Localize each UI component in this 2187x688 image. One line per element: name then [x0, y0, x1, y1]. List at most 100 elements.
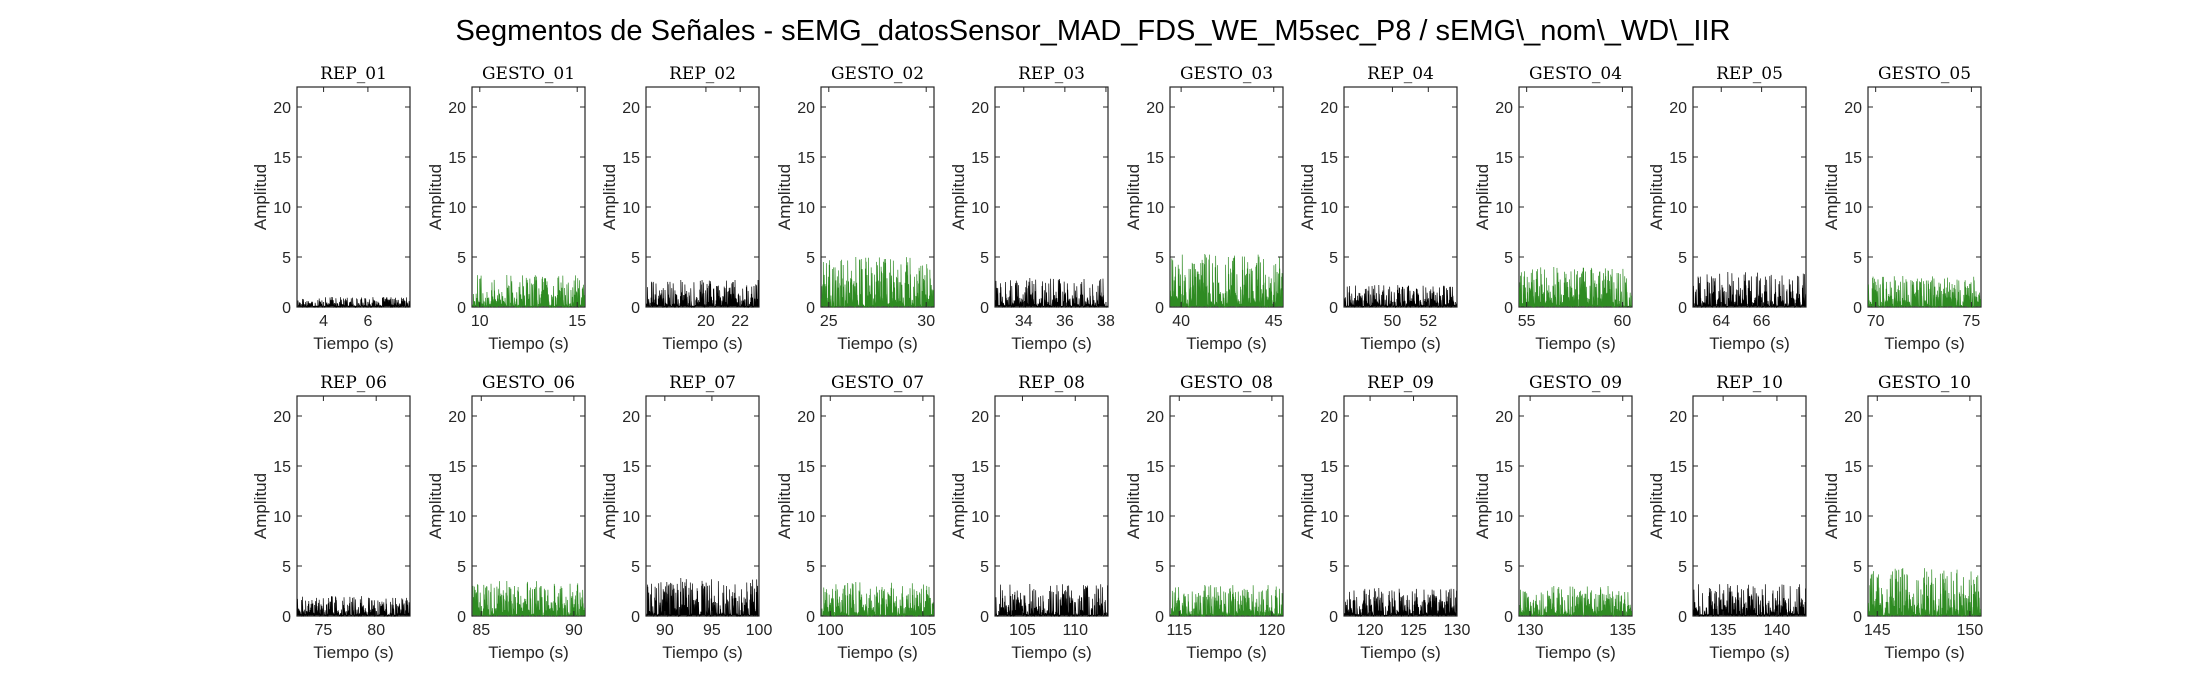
- subplot-title: REP_07: [669, 373, 736, 393]
- axes-box: [645, 395, 760, 617]
- y-tick-label: 0: [457, 300, 466, 317]
- y-axis-label: Amplitud: [1298, 164, 1317, 230]
- subplot-rep-06: 0 5 10 15 20 75 80 REP_06 Tiempo (s) Amplitud: [251, 373, 411, 662]
- y-tick-label: 10: [1669, 200, 1687, 217]
- y-tick-label: 10: [622, 509, 640, 526]
- y-tick-label: 10: [1844, 200, 1862, 217]
- signal-trace: [1170, 253, 1283, 309]
- signal-trace: [1693, 271, 1806, 309]
- signal-trace: [1868, 275, 1981, 309]
- subplot-title: GESTO_04: [1529, 64, 1622, 84]
- y-axis-label: Amplitud: [949, 473, 968, 539]
- x-tick-label: 60: [1614, 313, 1632, 330]
- x-axis-label: Tiempo (s): [1186, 334, 1267, 353]
- subplot-rep-01: 0 5 10 15 20 4 6 REP_01 Tiempo (s) Amplitud: [251, 64, 411, 353]
- figure-title: Segmentos de Señales - sEMG_datosSensor_…: [456, 15, 1731, 47]
- subplot-rep-03: 0 5 10 15 20 34 36 38 REP_03 Tiempo (s) Amplitud: [949, 64, 1115, 353]
- x-axis-label: Tiempo (s): [662, 643, 743, 662]
- y-tick-label: 20: [273, 100, 291, 117]
- x-tick-label: 70: [1867, 313, 1885, 330]
- axes-box: [1169, 395, 1284, 617]
- y-tick-label: 20: [622, 100, 640, 117]
- signal-trace: [995, 583, 1108, 618]
- x-axis-label: Tiempo (s): [313, 334, 394, 353]
- x-axis-label: Tiempo (s): [1535, 334, 1616, 353]
- y-tick-label: 10: [448, 509, 466, 526]
- subplot-title: REP_01: [320, 64, 387, 84]
- y-axis-label: Amplitud: [1473, 164, 1492, 230]
- y-tick-label: 0: [1853, 609, 1862, 626]
- signal-trace: [995, 277, 1108, 309]
- y-axis-label: Amplitud: [1298, 473, 1317, 539]
- axes-box: [1343, 86, 1458, 308]
- y-axis-label: Amplitud: [1473, 473, 1492, 539]
- y-tick-label: 10: [797, 509, 815, 526]
- subplot-grid: 0 5 10 15 20 4 6 REP_01 Tiempo (s) Amplitud 0 5 10 15…: [251, 64, 1983, 662]
- y-tick-label: 5: [282, 250, 291, 267]
- x-tick-label: 115: [1167, 622, 1193, 639]
- axes-box: [1867, 86, 1982, 308]
- signal-trace: [1868, 567, 1981, 618]
- subplot-title: REP_03: [1018, 64, 1085, 84]
- x-axis-label: Tiempo (s): [1709, 643, 1790, 662]
- y-tick-label: 0: [1504, 300, 1513, 317]
- y-tick-label: 0: [282, 300, 291, 317]
- y-tick-label: 20: [448, 409, 466, 426]
- subplot-title: GESTO_08: [1180, 373, 1273, 393]
- y-tick-label: 15: [1669, 150, 1687, 167]
- subplot-gesto-06: 0 5 10 15 20 85 90 GESTO_06 Tiempo (s) Amplitud: [426, 373, 586, 662]
- subplot-title: GESTO_10: [1878, 373, 1971, 393]
- x-tick-label: 85: [472, 622, 490, 639]
- y-tick-label: 10: [971, 509, 989, 526]
- y-tick-label: 10: [273, 509, 291, 526]
- y-axis-label: Amplitud: [775, 473, 794, 539]
- x-tick-label: 75: [1963, 313, 1981, 330]
- x-tick-label: 105: [910, 622, 937, 639]
- y-tick-label: 20: [273, 409, 291, 426]
- y-axis-label: Amplitud: [600, 473, 619, 539]
- x-axis-label: Tiempo (s): [837, 643, 918, 662]
- axes-box: [1692, 395, 1807, 617]
- x-tick-label: 90: [565, 622, 583, 639]
- x-tick-label: 4: [319, 313, 328, 330]
- y-axis-label: Amplitud: [949, 164, 968, 230]
- y-tick-label: 20: [797, 409, 815, 426]
- y-tick-label: 20: [1669, 100, 1687, 117]
- axes-box: [471, 395, 586, 617]
- x-tick-label: 100: [817, 622, 844, 639]
- y-tick-label: 5: [1678, 559, 1687, 576]
- y-tick-label: 20: [1669, 409, 1687, 426]
- y-tick-label: 0: [1678, 609, 1687, 626]
- y-tick-label: 10: [273, 200, 291, 217]
- y-tick-label: 5: [457, 250, 466, 267]
- y-tick-label: 15: [1320, 150, 1338, 167]
- subplot-gesto-08: 0 5 10 15 20 115 120 GESTO_08 Tiempo (s) Amplitud: [1124, 373, 1285, 662]
- x-tick-label: 15: [568, 313, 586, 330]
- y-tick-label: 15: [1146, 459, 1164, 476]
- y-tick-label: 5: [1504, 250, 1513, 267]
- y-tick-label: 20: [1844, 100, 1862, 117]
- subplot-title: GESTO_03: [1180, 64, 1273, 84]
- signal-trace: [472, 274, 585, 309]
- x-tick-label: 100: [746, 622, 773, 639]
- y-tick-label: 0: [1678, 300, 1687, 317]
- y-axis-label: Amplitud: [1124, 473, 1143, 539]
- y-tick-label: 0: [806, 300, 815, 317]
- subplot-title: REP_04: [1367, 64, 1434, 84]
- axes-box: [1343, 395, 1458, 617]
- y-tick-label: 15: [797, 459, 815, 476]
- x-axis-label: Tiempo (s): [1360, 334, 1441, 353]
- axes-box: [645, 86, 760, 308]
- y-tick-label: 0: [457, 609, 466, 626]
- x-tick-label: 52: [1419, 313, 1437, 330]
- axes-box: [1169, 86, 1284, 308]
- x-tick-label: 130: [1517, 622, 1544, 639]
- y-tick-label: 20: [1146, 409, 1164, 426]
- y-axis-label: Amplitud: [1822, 473, 1841, 539]
- axes-box: [296, 86, 411, 308]
- y-tick-label: 15: [971, 150, 989, 167]
- y-tick-label: 5: [282, 559, 291, 576]
- y-tick-label: 5: [806, 250, 815, 267]
- x-axis-label: Tiempo (s): [488, 643, 569, 662]
- x-axis-label: Tiempo (s): [1011, 334, 1092, 353]
